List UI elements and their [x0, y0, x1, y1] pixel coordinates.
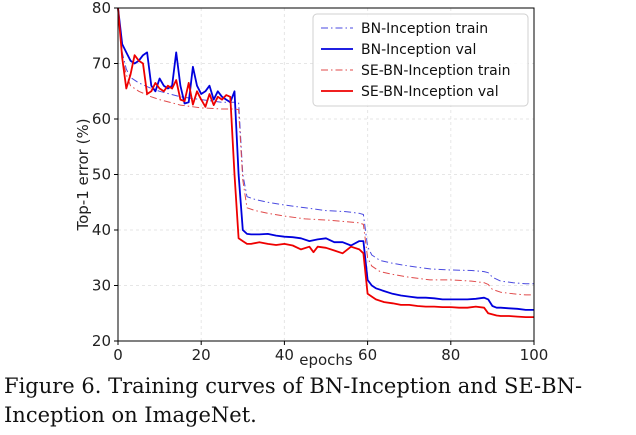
y-tick-label: 70 — [92, 55, 111, 73]
series-line-3 — [117, 7, 534, 318]
x-tick-label: 80 — [441, 346, 460, 364]
legend-label-1: BN-Inception val — [361, 42, 476, 58]
legend-label-2: SE-BN-Inception train — [361, 63, 510, 79]
y-tick-label: 30 — [92, 277, 111, 295]
x-tick-label: 40 — [275, 346, 294, 364]
legend-label-3: SE-BN-Inception val — [361, 84, 499, 100]
series-line-0 — [117, 7, 534, 285]
legend-box — [312, 13, 529, 107]
y-tick-label: 80 — [92, 0, 111, 17]
legend-label-0: BN-Inception train — [361, 21, 488, 37]
x-axis-label: epochs — [299, 351, 353, 369]
series-layer — [117, 7, 534, 318]
series-line-2 — [117, 7, 534, 296]
figure-caption: Figure 6. Training curves of BN-Inceptio… — [4, 374, 583, 427]
x-tick-label: 100 — [520, 346, 549, 364]
x-tick-label: 60 — [358, 346, 377, 364]
y-tick-label: 40 — [92, 221, 111, 239]
y-tick-label: 20 — [92, 332, 111, 350]
legend: BN-Inception train BN-Inception val SE-BN-… — [312, 13, 529, 107]
x-tick-label: 0 — [113, 346, 123, 364]
y-tick-label: 60 — [92, 110, 111, 128]
y-axis-label: Top-1 error (%) — [74, 118, 92, 231]
x-tick-label: 20 — [192, 346, 211, 364]
y-tick-label: 50 — [92, 166, 111, 184]
